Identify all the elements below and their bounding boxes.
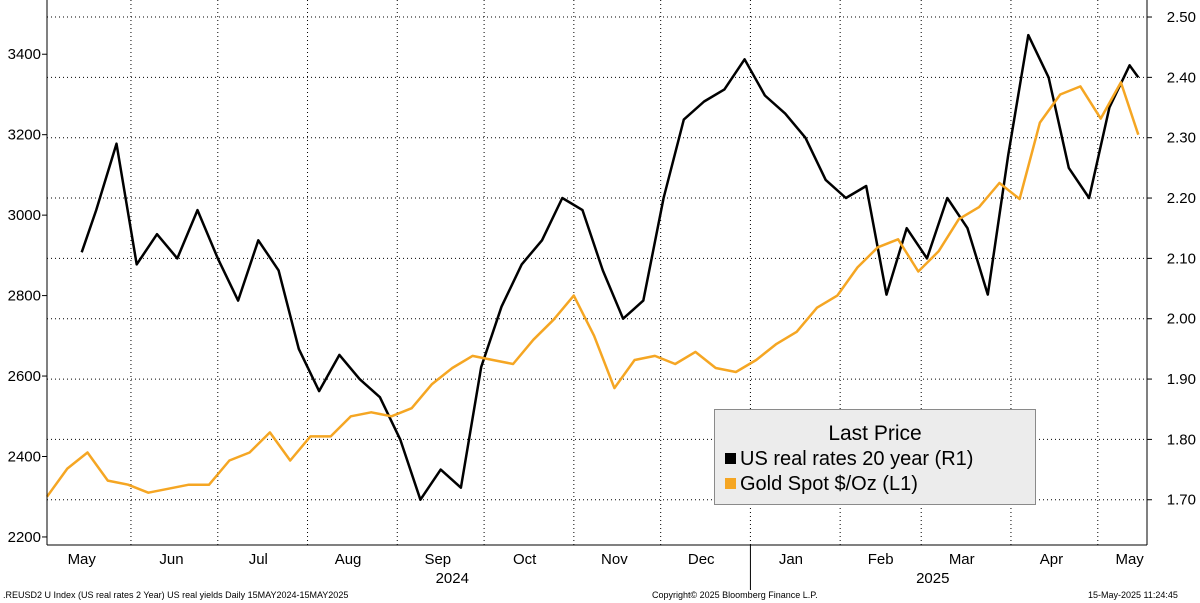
x-tick-label: Nov [601,551,628,568]
x-tick-label: Jun [159,551,183,568]
x-tick-label: Oct [513,551,537,568]
y-left-tick-label: 2800 [8,288,41,305]
y-left-tick-label: 2400 [8,449,41,466]
x-tick-label: May [68,551,97,568]
y-right-tick-label: 2.00 [1167,311,1196,328]
footer-copyright: Copyright© 2025 Bloomberg Finance L.P. [652,590,818,600]
x-tick-label: Sep [424,551,451,568]
series-line-real-rates [80,33,1140,501]
x-tick-label: Feb [868,551,894,568]
legend-swatch-black [725,453,736,464]
legend-entry-real-rates: US real rates 20 year (R1) [725,448,973,471]
y-left-tick-label: 3400 [8,46,41,63]
y-left-tick-label: 2200 [8,529,41,546]
y-right-tick-label: 2.20 [1167,190,1196,207]
y-left-tick-label: 3200 [8,127,41,144]
legend-title: Last Price [828,422,922,445]
y-left-tick-label: 3000 [8,207,41,224]
y-right-tick-label: 1.70 [1167,492,1196,509]
x-tick-label: Jul [249,551,268,568]
series-line-gold [45,81,1140,498]
x-tick-label: May [1115,551,1144,568]
legend: Last Price US real rates 20 year (R1) Go… [714,409,1036,505]
x-year-label: 2024 [436,570,469,587]
legend-label: Gold Spot $/Oz (L1) [740,473,918,495]
x-tick-label: Dec [688,551,715,568]
footer-source: .REUSD2 U Index (US real rates 2 Year) U… [3,590,349,600]
x-tick-label: Jan [779,551,803,568]
axes: 2200 2400 2600 2800 3000 3200 3400 1.70 1.80 1.90… [8,0,1196,590]
footer-timestamp: 15-May-2025 11:24:45 [1088,590,1178,600]
y-right-tick-label: 2.40 [1167,69,1196,86]
y-right-tick-label: 1.90 [1167,371,1196,388]
y-right-tick-label: 2.50 [1167,9,1196,26]
y-left-tick-label: 2600 [8,368,41,385]
y-right-tick-label: 2.10 [1167,250,1196,267]
x-tick-label: Aug [335,551,362,568]
series-layer [45,33,1140,501]
x-year-label: 2025 [916,570,949,587]
legend-entry-gold: Gold Spot $/Oz (L1) [725,473,918,496]
y-right-tick-label: 1.80 [1167,431,1196,448]
x-tick-label: Apr [1040,551,1063,568]
x-tick-label: Mar [949,551,975,568]
y-right-tick-label: 2.30 [1167,130,1196,147]
legend-label: US real rates 20 year (R1) [740,448,974,470]
legend-swatch-orange [725,478,736,489]
